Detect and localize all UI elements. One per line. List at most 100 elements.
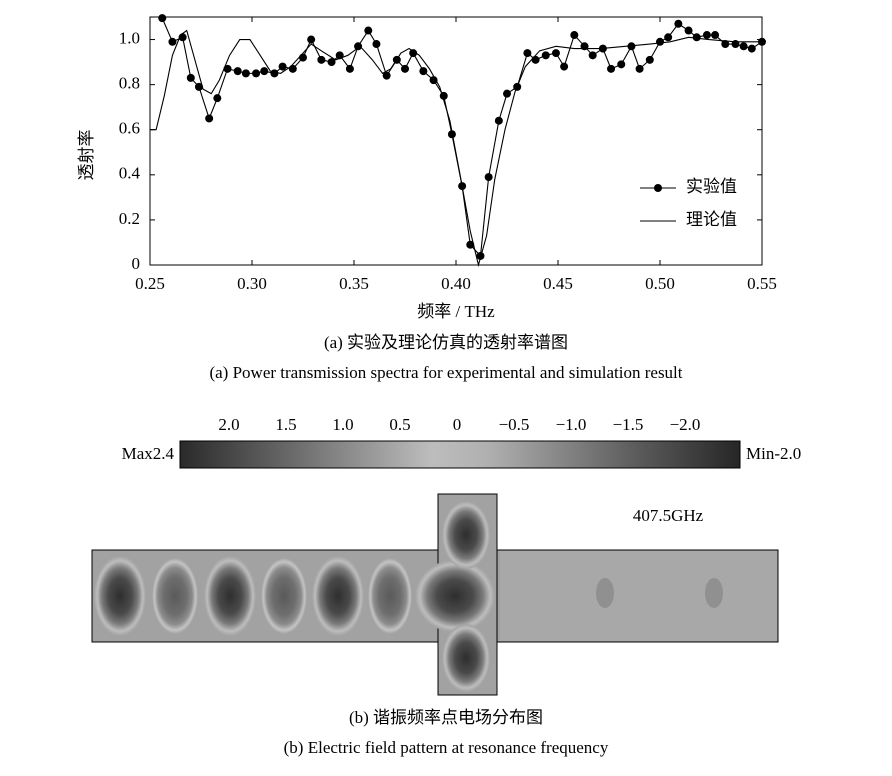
- data-point: [645, 55, 654, 64]
- field-lobe: [94, 556, 146, 636]
- data-point: [617, 60, 626, 69]
- data-point: [213, 94, 222, 103]
- data-point: [299, 53, 307, 62]
- data-point: [194, 82, 203, 91]
- x-tick-label: 0.25: [135, 274, 165, 293]
- data-point: [466, 240, 475, 249]
- data-point: [588, 51, 597, 60]
- legend-marker: [654, 184, 662, 192]
- caption: (b) 谐振频率点电场分布图: [349, 708, 543, 727]
- data-point: [345, 64, 354, 73]
- data-point: [560, 62, 569, 71]
- field-pattern: 407.5GHz: [91, 493, 779, 696]
- field-spot: [705, 578, 723, 608]
- x-tick-label: 0.50: [645, 274, 675, 293]
- data-point: [523, 49, 532, 58]
- field-lobe: [442, 624, 490, 692]
- colorbar-tick-label: 1.5: [275, 415, 296, 434]
- data-point: [684, 26, 693, 35]
- data-point: [674, 19, 683, 28]
- colorbar-min: Min-2.0: [746, 444, 801, 463]
- caption: (b) Electric field pattern at resonance …: [284, 738, 609, 757]
- colorbar-tick-label: 0: [453, 415, 462, 434]
- y-tick-label: 0: [132, 254, 141, 273]
- x-tick-label: 0.35: [339, 274, 369, 293]
- caption: (a) Power transmission spectra for exper…: [209, 363, 682, 382]
- y-tick-label: 0.4: [119, 164, 141, 183]
- x-tick-label: 0.40: [441, 274, 471, 293]
- data-point: [409, 49, 418, 58]
- field-lobe: [442, 501, 490, 569]
- field-spot: [596, 578, 614, 608]
- data-point: [570, 31, 579, 40]
- field-lobe: [152, 558, 198, 634]
- data-point: [692, 33, 701, 42]
- data-point: [288, 64, 297, 73]
- y-tick-label: 0.8: [119, 74, 140, 93]
- data-point: [551, 49, 560, 58]
- data-point: [664, 33, 673, 42]
- data-point: [419, 67, 428, 76]
- legend-label: 理论值: [686, 210, 737, 229]
- y-tick-label: 1.0: [119, 28, 140, 47]
- data-point: [168, 37, 177, 46]
- data-point: [372, 40, 381, 49]
- data-point: [635, 64, 644, 73]
- data-point: [327, 58, 336, 67]
- data-point: [627, 42, 636, 51]
- data-point: [429, 76, 438, 85]
- series-line: [150, 29, 762, 268]
- data-point: [401, 64, 409, 73]
- x-axis-label: 频率 / THz: [417, 302, 495, 321]
- field-lobe: [204, 556, 256, 636]
- plot-frame: [149, 16, 763, 266]
- data-point: [252, 69, 261, 78]
- data-point: [158, 14, 167, 23]
- x-tick-label: 0.55: [747, 274, 777, 293]
- x-tick-label: 0.30: [237, 274, 267, 293]
- caption: (a) 实验及理论仿真的透射率谱图: [324, 333, 568, 352]
- x-tick-label: 0.45: [543, 274, 573, 293]
- series-line: [161, 17, 763, 258]
- data-point: [223, 64, 232, 73]
- field-lobe: [312, 556, 364, 636]
- colorbar: Max2.4 Min-2.0 2.0 1.5 1.0 0.5 0 −0.5 −1.0 −1.5…: [122, 415, 801, 469]
- y-tick-label: 0.6: [119, 119, 140, 138]
- colorbar-tick-label: 1.0: [332, 415, 353, 434]
- frequency-label: 407.5GHz: [633, 506, 704, 525]
- data-point: [186, 73, 195, 82]
- data-point: [364, 26, 373, 35]
- colorbar-tick-label: 0.5: [389, 415, 410, 434]
- data-point: [278, 62, 287, 71]
- data-point: [241, 69, 250, 78]
- data-point: [656, 37, 664, 46]
- plot: 0.25 0.30 0.35 0.40 0.45 0.50 0.55 0 0.2 0.4 0.6 0.…: [119, 14, 777, 293]
- data-point: [484, 173, 493, 182]
- colorbar-tick-label: 2.0: [218, 415, 239, 434]
- data-point: [711, 31, 720, 40]
- field-lobe: [368, 558, 412, 634]
- data-point: [382, 71, 391, 80]
- data-point: [307, 35, 316, 44]
- data-point: [721, 40, 730, 49]
- colorbar-tick-label: −1.0: [556, 415, 587, 434]
- data-point: [205, 114, 214, 123]
- data-point: [531, 55, 540, 64]
- y-axis-label: 透射率: [77, 130, 96, 181]
- colorbar-tick-label: −2.0: [670, 415, 701, 434]
- field-lobe: [415, 560, 495, 632]
- data-point: [702, 31, 711, 40]
- field-lobe: [261, 558, 307, 634]
- data-point: [317, 55, 326, 64]
- data-point: [354, 42, 363, 51]
- field-region: [500, 551, 777, 641]
- data-point: [607, 64, 616, 73]
- data-point: [270, 69, 279, 78]
- y-tick-label: 0.2: [119, 209, 140, 228]
- data-point: [541, 51, 550, 60]
- data-point: [233, 67, 242, 76]
- colorbar-tick-label: −1.5: [613, 415, 644, 434]
- colorbar-scale: [179, 440, 741, 469]
- data-point: [739, 42, 748, 51]
